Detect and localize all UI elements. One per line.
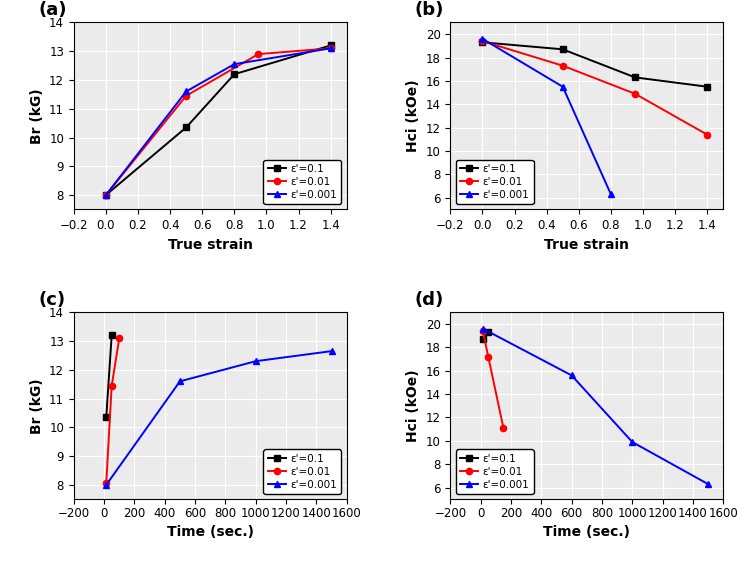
ε'=0.001 bbox=[327, 348, 336, 355]
ε'=0.01 bbox=[478, 328, 487, 334]
X-axis label: True strain: True strain bbox=[545, 238, 630, 252]
ε'=0.001 bbox=[326, 45, 335, 52]
Line: ε'=0.01: ε'=0.01 bbox=[103, 45, 334, 198]
ε'=0.01 bbox=[115, 335, 124, 342]
ε'=0.01 bbox=[182, 93, 190, 99]
ε'=0.001 bbox=[478, 35, 487, 42]
Line: ε'=0.1: ε'=0.1 bbox=[480, 329, 492, 342]
ε'=0.01 bbox=[703, 131, 711, 138]
Line: ε'=0.01: ε'=0.01 bbox=[480, 38, 710, 138]
ε'=0.001 bbox=[182, 88, 190, 95]
Line: ε'=0.1: ε'=0.1 bbox=[103, 332, 115, 420]
ε'=0.01 bbox=[107, 382, 116, 389]
ε'=0.1 bbox=[101, 192, 110, 199]
Line: ε'=0.1: ε'=0.1 bbox=[480, 39, 710, 90]
ε'=0.1 bbox=[484, 329, 493, 335]
ε'=0.001 bbox=[559, 84, 568, 90]
Legend: ε'=0.1, ε'=0.01, ε'=0.001: ε'=0.1, ε'=0.01, ε'=0.001 bbox=[455, 160, 534, 204]
ε'=0.001 bbox=[703, 481, 712, 488]
ε'=0.01 bbox=[101, 192, 110, 199]
ε'=0.1 bbox=[182, 124, 190, 131]
ε'=0.001 bbox=[628, 439, 637, 445]
ε'=0.1 bbox=[478, 336, 487, 343]
Y-axis label: Br (kG): Br (kG) bbox=[30, 378, 44, 434]
ε'=0.001 bbox=[607, 191, 615, 197]
Text: (d): (d) bbox=[415, 291, 444, 309]
ε'=0.01 bbox=[102, 480, 111, 487]
X-axis label: Time (sec.): Time (sec.) bbox=[167, 526, 254, 540]
Legend: ε'=0.1, ε'=0.01, ε'=0.001: ε'=0.1, ε'=0.01, ε'=0.001 bbox=[263, 160, 342, 204]
ε'=0.1 bbox=[107, 332, 116, 339]
ε'=0.001 bbox=[251, 358, 260, 365]
Legend: ε'=0.1, ε'=0.01, ε'=0.001: ε'=0.1, ε'=0.01, ε'=0.001 bbox=[455, 449, 534, 494]
X-axis label: True strain: True strain bbox=[168, 238, 252, 252]
Legend: ε'=0.1, ε'=0.01, ε'=0.001: ε'=0.1, ε'=0.01, ε'=0.001 bbox=[263, 449, 342, 494]
ε'=0.01 bbox=[499, 425, 508, 431]
Y-axis label: Hci (kOe): Hci (kOe) bbox=[406, 80, 420, 152]
ε'=0.1 bbox=[326, 42, 335, 49]
ε'=0.01 bbox=[559, 62, 568, 69]
ε'=0.01 bbox=[254, 50, 263, 57]
ε'=0.01 bbox=[484, 353, 493, 360]
ε'=0.001 bbox=[101, 192, 110, 199]
Line: ε'=0.1: ε'=0.1 bbox=[103, 42, 334, 198]
Line: ε'=0.001: ε'=0.001 bbox=[480, 325, 711, 487]
ε'=0.1 bbox=[102, 414, 111, 421]
Line: ε'=0.01: ε'=0.01 bbox=[103, 335, 123, 486]
ε'=0.1 bbox=[230, 71, 238, 77]
ε'=0.1 bbox=[478, 39, 487, 45]
ε'=0.1 bbox=[559, 46, 568, 53]
Text: (b): (b) bbox=[415, 1, 444, 19]
Line: ε'=0.01: ε'=0.01 bbox=[480, 328, 506, 431]
ε'=0.001 bbox=[230, 61, 238, 67]
ε'=0.1 bbox=[630, 74, 639, 81]
Text: (a): (a) bbox=[38, 1, 67, 19]
X-axis label: Time (sec.): Time (sec.) bbox=[543, 526, 630, 540]
ε'=0.001 bbox=[176, 378, 184, 385]
Y-axis label: Br (kG): Br (kG) bbox=[30, 88, 44, 144]
ε'=0.01 bbox=[630, 90, 639, 97]
ε'=0.1 bbox=[703, 84, 711, 90]
ε'=0.01 bbox=[478, 38, 487, 44]
Line: ε'=0.001: ε'=0.001 bbox=[103, 348, 334, 488]
ε'=0.001 bbox=[478, 325, 487, 332]
Y-axis label: Hci (kOe): Hci (kOe) bbox=[406, 370, 420, 442]
Line: ε'=0.001: ε'=0.001 bbox=[480, 36, 614, 197]
Line: ε'=0.001: ε'=0.001 bbox=[103, 45, 334, 198]
ε'=0.001 bbox=[102, 481, 111, 488]
ε'=0.001 bbox=[568, 372, 576, 379]
Text: (c): (c) bbox=[38, 291, 66, 309]
ε'=0.01 bbox=[326, 45, 335, 52]
